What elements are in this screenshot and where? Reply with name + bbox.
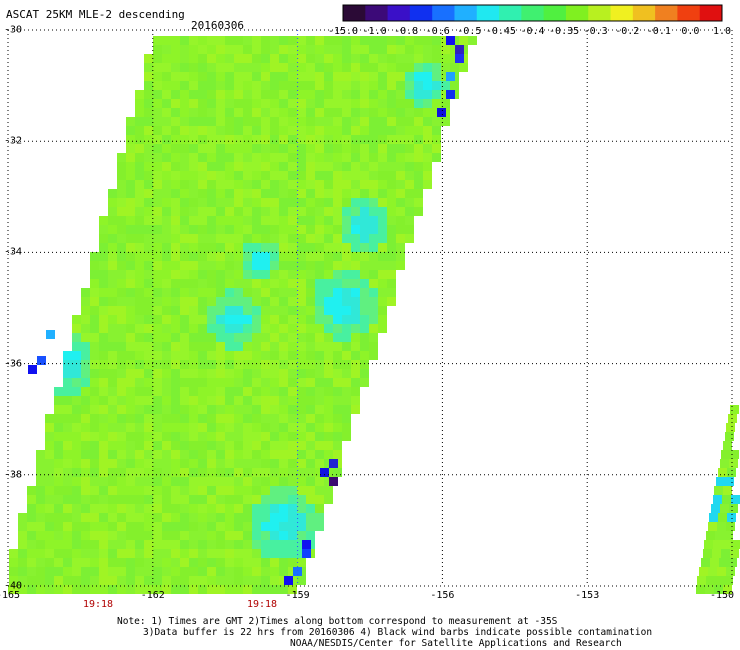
colorbar-swatch bbox=[632, 5, 656, 21]
latitude-label: -30 bbox=[4, 24, 23, 36]
colorbar-tick-label: -0.8 bbox=[394, 26, 419, 37]
colorbar-swatch bbox=[499, 5, 522, 21]
latitude-label: -36 bbox=[4, 358, 23, 370]
colorbar-swatch bbox=[409, 5, 433, 21]
colorbar-swatch bbox=[387, 5, 411, 21]
colorbar-swatch bbox=[543, 5, 567, 21]
graticule bbox=[7, 29, 733, 587]
swath-time-label: 19:18 bbox=[82, 599, 114, 610]
colorbar-swatch bbox=[655, 5, 678, 21]
note-line-2: 3)Data buffer is 22 hrs from 20160306 4)… bbox=[143, 627, 653, 638]
colorbar-swatch bbox=[476, 5, 500, 21]
colorbar-swatch bbox=[699, 5, 723, 21]
colorbar-swatch bbox=[588, 5, 612, 21]
longitude-label: -162 bbox=[140, 590, 165, 601]
longitude-label: -165 bbox=[0, 590, 21, 601]
longitude-label: -153 bbox=[575, 590, 600, 601]
latitude-label: -38 bbox=[4, 469, 23, 481]
latitude-label: -32 bbox=[4, 135, 23, 147]
colorbar-swatch bbox=[365, 5, 389, 21]
colorbar-tick-label: -15.0 bbox=[327, 26, 359, 37]
colorbar-swatch bbox=[565, 5, 589, 21]
note-line-1: Note: 1) Times are GMT 2)Times along bot… bbox=[117, 616, 558, 627]
colorbar bbox=[342, 4, 723, 22]
colorbar-swatch bbox=[610, 5, 634, 21]
product-date: 20160306 bbox=[191, 19, 244, 32]
latitude-label: -40 bbox=[4, 580, 23, 592]
swath-time-label: 19:18 bbox=[246, 599, 278, 610]
colorbar-tick-label: -1.0 bbox=[362, 26, 387, 37]
longitude-label: -156 bbox=[430, 590, 455, 601]
colorbar-swatch bbox=[454, 5, 478, 21]
colorbar-swatch bbox=[521, 5, 545, 21]
colorbar-swatch bbox=[432, 5, 455, 21]
colorbar-tick-label: -0.2 bbox=[615, 26, 640, 37]
wind-swath-right bbox=[696, 405, 740, 594]
colorbar-tick-label: -0.1 bbox=[646, 26, 671, 37]
longitude-label: -159 bbox=[285, 590, 310, 601]
colorbar-tick-label: -0.5 bbox=[457, 26, 482, 37]
colorbar-tick-label: 0.0 bbox=[681, 26, 700, 37]
note-line-3: NOAA/NESDIS/Center for Satellite Applica… bbox=[290, 638, 622, 649]
colorbar-swatch bbox=[343, 5, 366, 21]
colorbar-tick-label: -0.3 bbox=[583, 26, 608, 37]
colorbar-tick-label: 1.0 bbox=[712, 26, 732, 37]
colorbar-tick-label: -0.45 bbox=[485, 26, 516, 37]
longitude-label: -150 bbox=[709, 590, 735, 601]
colorbar-labels: -15.0 -1.0 -0.8 -0.6 -0.5 -0.45 -0.4 -0.35 -0.3-… bbox=[0, 0, 740, 40]
colorbar-tick-label: -0.4 bbox=[520, 26, 545, 37]
wind-swath-main bbox=[8, 36, 477, 594]
colorbar-tick-label: -0.35 bbox=[549, 26, 580, 37]
colorbar-swatch bbox=[677, 5, 701, 21]
latitude-label: -34 bbox=[4, 246, 23, 258]
colorbar-tick-label: -0.6 bbox=[425, 26, 450, 37]
product-title: ASCAT 25KM MLE-2 descending bbox=[6, 8, 185, 21]
